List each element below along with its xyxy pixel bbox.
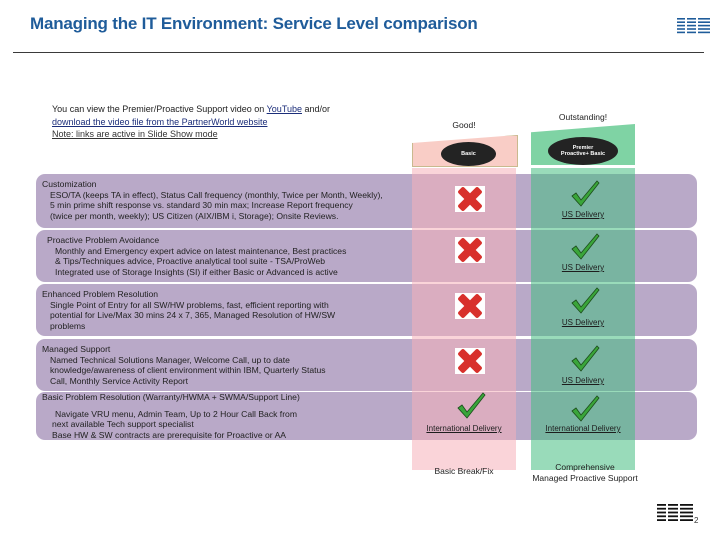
green-checkmark-icon — [571, 287, 600, 314]
ibm-logo-footer — [657, 503, 693, 523]
premier-footer-label: Comprehensive Managed Proactive Support — [515, 462, 655, 484]
row-heading: Basic Problem Resolution (Warranty/HWMA … — [42, 392, 300, 402]
green-checkmark-icon — [571, 395, 600, 422]
premier-international-delivery: International Delivery — [545, 424, 621, 433]
row-body-line: Integrated use of Storage Insights (SI) … — [55, 266, 338, 277]
row-body-line: & Tips/Techniques advice, Proactive anal… — [55, 256, 326, 266]
row-body-line: next available Tech support specialist — [52, 419, 194, 429]
intro-text: You can view the Premier/Proactive Suppo… — [52, 103, 330, 141]
green-checkmark-icon — [457, 392, 486, 419]
row-body-line: Monthly and Emergency expert advice on l… — [55, 245, 347, 256]
row-body-line: problems — [50, 320, 86, 331]
row-body-line: Call, Monthly Service Activity Report — [50, 375, 189, 386]
premier-oval: Premier Proactive+ Basic — [548, 137, 618, 165]
premier-oval-label-2: Proactive+ Basic — [560, 151, 606, 157]
intro-prefix: You can view the Premier/Proactive Suppo… — [52, 104, 267, 114]
premier-footer-line-1: Comprehensive — [555, 462, 615, 472]
page-number: 2 — [694, 516, 699, 525]
green-checkmark-icon — [571, 233, 600, 260]
premier-us-delivery: US Delivery — [561, 376, 605, 385]
basic-international-delivery: International Delivery — [426, 424, 502, 433]
premier-us-delivery: US Delivery — [561, 210, 605, 219]
row-heading: Proactive Problem Avoidance — [47, 235, 160, 245]
row-body-line: potential for Live/Max 30 mins 24 x 7, 3… — [50, 310, 336, 320]
premier-column — [531, 168, 635, 470]
basic-footer-label: Basic Break/Fix — [434, 466, 494, 476]
title-divider — [13, 52, 704, 53]
intro-suffix: and/or — [302, 104, 331, 114]
youtube-link[interactable]: YouTube — [266, 104, 302, 114]
download-video-link[interactable]: download the video file from the Partner… — [52, 116, 268, 127]
premier-us-delivery: US Delivery — [561, 318, 605, 327]
red-x-icon — [455, 348, 485, 374]
row-body-line: ESO/TA (keeps TA in effect), Status Call… — [50, 189, 383, 200]
basic-column — [412, 168, 516, 470]
ibm-logo — [677, 17, 710, 35]
basic-rating: Good! — [452, 120, 476, 130]
premier-footer-line-2: Managed Proactive Support — [532, 473, 638, 483]
row-body-line: knowledge/awareness of client environmen… — [50, 365, 326, 375]
row-body-line: Single Point of Entry for all SW/HW prob… — [50, 299, 329, 310]
red-x-icon — [455, 186, 485, 212]
row-heading: Enhanced Problem Resolution — [42, 289, 159, 299]
row-body-line: (twice per month, weekly); US Citizen (A… — [50, 210, 339, 221]
green-checkmark-icon — [571, 180, 600, 207]
page-title: Managing the IT Environment: Service Lev… — [30, 14, 478, 33]
premier-rating: Outstanding! — [558, 112, 608, 122]
basic-oval-label: Basic — [461, 151, 476, 157]
basic-oval: Basic — [441, 142, 496, 166]
row-heading: Managed Support — [42, 344, 111, 354]
red-x-icon — [455, 293, 485, 319]
row-body-line: Navigate VRU menu, Admin Team, Up to 2 H… — [55, 408, 297, 419]
red-x-icon — [455, 237, 485, 263]
row-heading: Customization — [42, 179, 97, 189]
row-body-line: Base HW & SW contracts are prerequisite … — [52, 429, 287, 440]
row-body-line: Named Technical Solutions Manager, Welco… — [50, 354, 290, 365]
premier-oval-label-1: Premier — [572, 145, 594, 151]
green-checkmark-icon — [571, 345, 600, 372]
row-body-line: 5 min prime shift response vs. standard … — [50, 200, 353, 210]
premier-us-delivery: US Delivery — [561, 263, 605, 272]
slideshow-note: Note: links are active in Slide Show mod… — [52, 129, 218, 139]
